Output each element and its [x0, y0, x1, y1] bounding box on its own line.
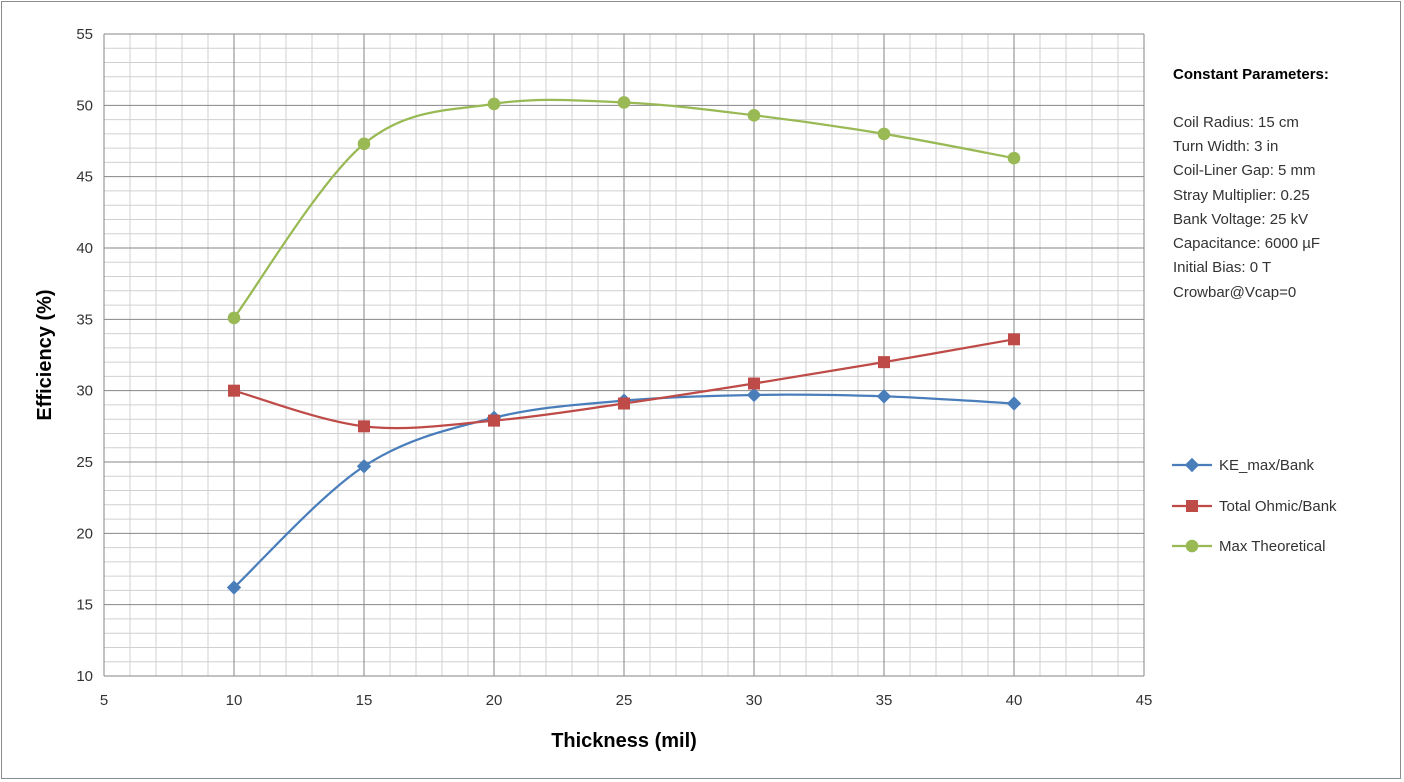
constant-parameters-title: Constant Parameters:: [1173, 66, 1329, 83]
data-point: [876, 389, 892, 404]
y-axis-title: Efficiency (%): [34, 289, 56, 420]
x-tick-label: 5: [100, 692, 108, 709]
x-tick-label: 15: [356, 692, 373, 709]
legend-marker: [1185, 539, 1199, 553]
y-tick-label: 45: [76, 169, 93, 186]
data-point: [877, 127, 891, 141]
data-point: [488, 414, 500, 427]
legend-label: KE_max/Bank: [1219, 457, 1315, 474]
data-point: [1007, 151, 1021, 165]
y-tick-label: 35: [76, 311, 93, 328]
x-tick-label: 25: [616, 692, 633, 709]
param-capacitance: Capacitance: 6000 µF: [1173, 235, 1320, 252]
tick-labels: 5 10 15 20 25 30 35 40 45 10 15 20 25 30 35 40 45 50 55: [76, 26, 1152, 709]
param-initial-bias: Initial Bias: 0 T: [1173, 259, 1271, 276]
param-coil-liner-gap: Coil-Liner Gap: 5 mm: [1173, 162, 1316, 179]
y-tick-label: 30: [76, 383, 93, 400]
data-point: [748, 377, 760, 390]
series-total-ohmic-bank: [228, 333, 1020, 433]
param-stray-multiplier: Stray Multiplier: 0.25: [1173, 187, 1310, 204]
legend-marker: [1184, 457, 1200, 473]
data-point: [228, 384, 240, 397]
data-point: [1006, 396, 1022, 411]
y-tick-label: 20: [76, 525, 93, 542]
x-tick-label: 10: [226, 692, 243, 709]
param-crowbar: Crowbar@Vcap=0: [1173, 284, 1296, 301]
data-point: [487, 97, 501, 111]
x-tick-label: 40: [1006, 692, 1023, 709]
data-point: [747, 109, 761, 122]
param-turn-width: Turn Width: 3 in: [1173, 138, 1278, 155]
data-point: [226, 580, 242, 595]
data-point: [1008, 333, 1020, 346]
x-axis-title: Thickness (mil): [551, 730, 697, 752]
x-tick-label: 35: [876, 692, 893, 709]
data-point: [358, 420, 370, 433]
x-tick-label: 45: [1136, 692, 1153, 709]
legend-entry-max-theoretical: Max Theoretical: [1172, 538, 1325, 555]
x-tick-label: 20: [486, 692, 503, 709]
legend-entry-total-ohmic-bank: Total Ohmic/Bank: [1172, 498, 1337, 515]
y-tick-label: 40: [76, 240, 93, 257]
param-bank-voltage: Bank Voltage: 25 kV: [1173, 211, 1308, 228]
data-point: [227, 311, 241, 325]
data-point: [356, 459, 372, 474]
legend-label: Total Ohmic/Bank: [1219, 498, 1337, 515]
data-point: [617, 96, 631, 109]
data-point: [357, 137, 371, 151]
y-tick-label: 55: [76, 26, 93, 43]
legend-label: Max Theoretical: [1219, 538, 1325, 555]
data-point: [878, 356, 890, 369]
legend-entry-ke-max-bank: KE_max/Bank: [1172, 457, 1315, 474]
legend-marker: [1186, 500, 1198, 512]
y-tick-label: 25: [76, 454, 93, 471]
legend: KE_max/Bank Total Ohmic/Bank Max Theoretic…: [1172, 457, 1337, 555]
param-coil-radius: Coil Radius: 15 cm: [1173, 114, 1299, 131]
x-tick-label: 30: [746, 692, 763, 709]
series-max-theoretical: [227, 96, 1021, 325]
y-tick-label: 15: [76, 597, 93, 614]
data-point: [618, 397, 630, 410]
y-tick-label: 10: [76, 668, 93, 685]
y-tick-label: 50: [76, 97, 93, 114]
data-point: [746, 387, 762, 403]
series-layer: [226, 96, 1022, 595]
